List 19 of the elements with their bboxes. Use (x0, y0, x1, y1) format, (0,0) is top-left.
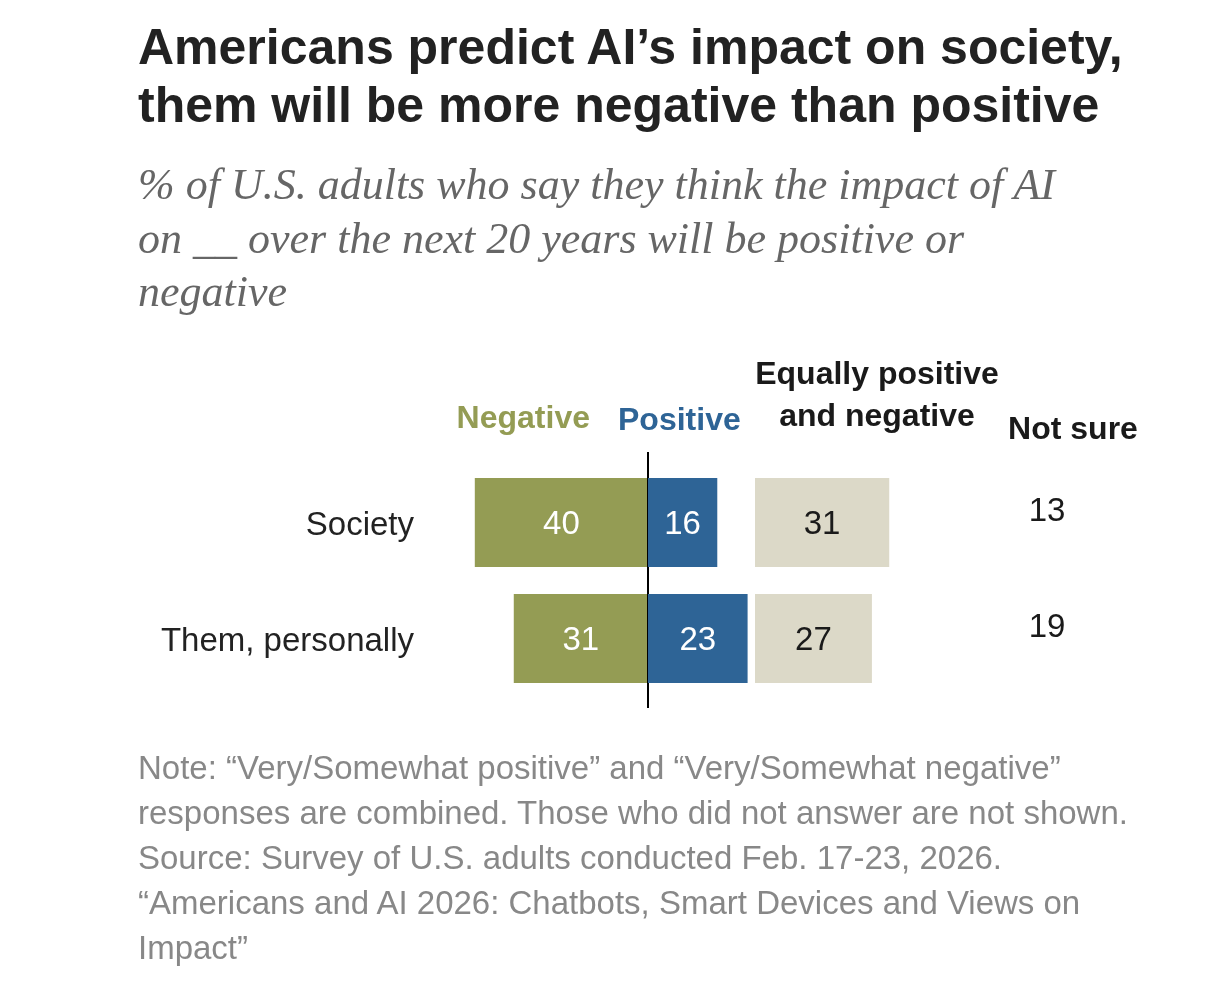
series-label: Equally positive and negative (755, 355, 999, 433)
data-label: 31 (803, 504, 841, 541)
data-label: 31 (562, 620, 600, 657)
y-tick-label: Them, personally (160, 620, 415, 657)
text: “Americans and AI 2026: Chatbots, Smart Devices and Views on Impact” (138, 884, 1081, 966)
source-note: Source: Survey of U.S. adults conducted Feb. 17-23, 2026. (138, 839, 1003, 876)
data-label: 40 (543, 504, 580, 541)
series-label: Positive (618, 401, 741, 437)
chart-subtitle: % of U.S. adults who say they think the impact of AI on __ over the next 20 years will be positive or negative (138, 160, 1058, 316)
data-label: 23 (679, 620, 717, 657)
data-label: 19 (1028, 607, 1066, 644)
y-tick-label: Society (305, 504, 415, 541)
series-label: Negative (456, 399, 590, 435)
chart-title: Americans predict AI’s impact on society, them will be more negative than positive (138, 19, 1123, 133)
text: Note: “Very/Somewhat positive” and “Very/Somewhat negative” responses are combined. Those who did not answer are not shown. (138, 749, 1128, 831)
data-label: 27 (795, 620, 832, 657)
data-label: 13 (1028, 491, 1066, 528)
text: Not sure (1008, 410, 1138, 446)
data-label: 16 (664, 504, 701, 541)
